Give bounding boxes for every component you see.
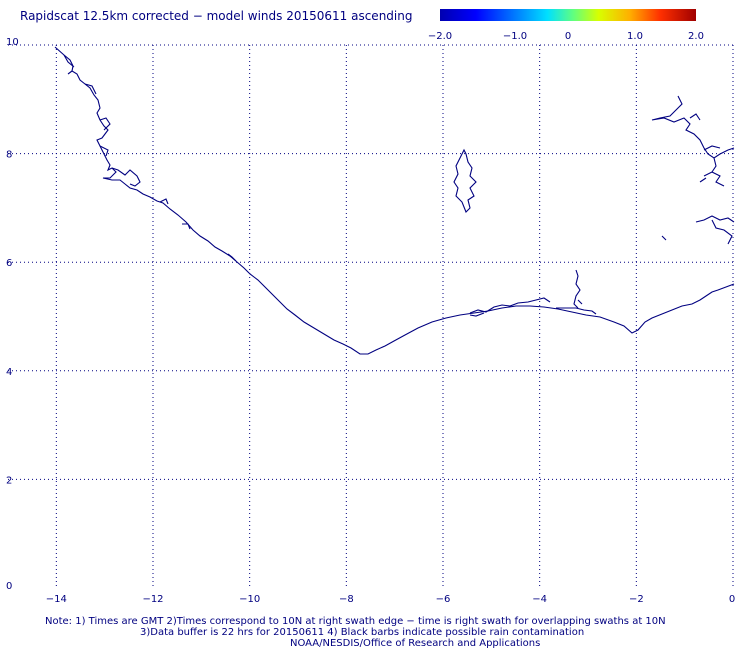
- coastline-inlet-1: [63, 54, 141, 187]
- x-tick-label: −8: [339, 594, 354, 605]
- x-tick-label: −6: [436, 594, 451, 605]
- coast-east-fragment: [661, 215, 735, 245]
- lake-kossou: [453, 148, 477, 213]
- coastline-inlet-2: [159, 198, 237, 262]
- colorbar-label: −1.0: [502, 31, 528, 42]
- y-tick-label: 0: [6, 581, 12, 592]
- coastline: [54, 46, 735, 355]
- colorbar-label: 1.0: [627, 31, 643, 42]
- x-tick-label: −10: [239, 594, 260, 605]
- colorbar-label: −2.0: [427, 31, 453, 42]
- coastline-main: [54, 46, 735, 355]
- x-tick-label: −2: [629, 594, 644, 605]
- colorbar-label: 0: [564, 31, 572, 42]
- coastline-lagoon: [469, 297, 597, 317]
- y-tick-label: 6: [6, 258, 12, 269]
- chart-title: Rapidscat 12.5km corrected − model winds…: [20, 9, 413, 23]
- note-line-3: NOAA/NESDIS/Office of Research and Appli…: [290, 638, 541, 649]
- y-tick-label: 4: [6, 367, 12, 378]
- lake-volta-north: [651, 95, 735, 187]
- grid-lines: [8, 44, 734, 588]
- y-tick-label: 2: [6, 475, 12, 486]
- colorbar-label: 2.0: [688, 31, 704, 42]
- note-line-1: Note: 1) Times are GMT 2)Times correspon…: [45, 616, 666, 627]
- colorbar: −2.0 −1.0 0 1.0 2.0: [428, 9, 704, 42]
- note-line-2: 3)Data buffer is 22 hrs for 20150611 4) …: [140, 627, 585, 638]
- x-tick-label: −12: [142, 594, 163, 605]
- x-tick-label: −14: [46, 594, 67, 605]
- x-tick-label: 0: [729, 594, 735, 605]
- lake-volta-south: [573, 269, 583, 309]
- y-tick-label: 10: [6, 37, 19, 48]
- y-tick-label: 8: [6, 150, 12, 161]
- colorbar-gradient: [440, 9, 696, 21]
- x-tick-label: −4: [532, 594, 547, 605]
